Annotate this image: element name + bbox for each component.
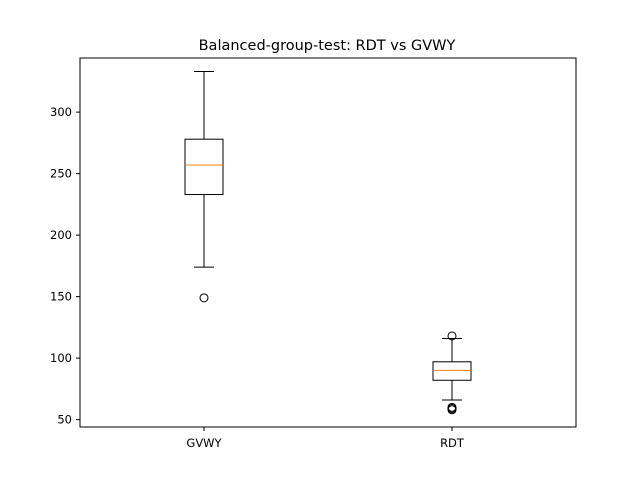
y-tick-label: 100 [50, 351, 72, 365]
outlier-point [447, 402, 457, 412]
outlier-point [199, 293, 209, 303]
axes-frame [79, 57, 577, 428]
box-iqr [184, 138, 224, 196]
x-tick-label: RDT [440, 436, 465, 450]
y-tick-label: 300 [50, 105, 72, 119]
y-tick-label: 200 [50, 228, 72, 242]
chart-title: Balanced-group-test: RDT vs GVWY [199, 38, 456, 54]
outlier-point [447, 331, 457, 341]
y-tick-label: 150 [50, 290, 72, 304]
y-tick-label: 50 [57, 413, 72, 427]
plot-area: 50 100 150 200 250 300 GVWY RDT [50, 57, 577, 450]
box-iqr [432, 361, 472, 381]
y-tick-label: 250 [50, 167, 72, 181]
x-tick-label: GVWY [186, 436, 222, 450]
